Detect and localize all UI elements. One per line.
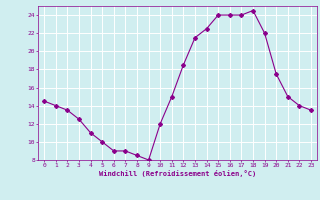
X-axis label: Windchill (Refroidissement éolien,°C): Windchill (Refroidissement éolien,°C) xyxy=(99,170,256,177)
